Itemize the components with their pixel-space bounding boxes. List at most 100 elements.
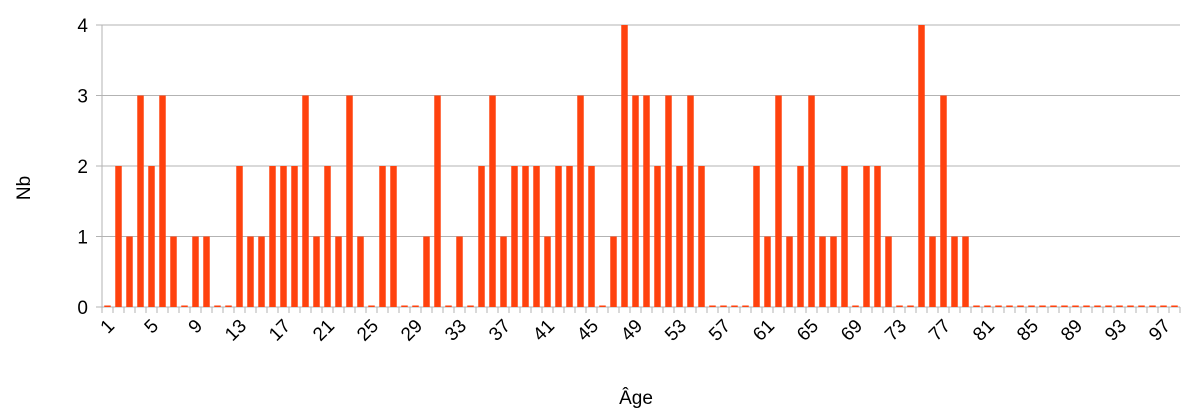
- bar-age-87: [1050, 305, 1057, 307]
- x-tick-label: 25: [353, 316, 383, 346]
- bar-age-32: [445, 305, 452, 307]
- bar-age-11: [214, 305, 221, 307]
- bar-age-60: [753, 166, 760, 307]
- y-tick-label: 2: [77, 157, 88, 178]
- bar-age-76: [929, 236, 936, 307]
- bar-age-63: [786, 236, 793, 307]
- x-tick-label: 41: [529, 316, 559, 346]
- x-tick-label: 17: [265, 316, 295, 346]
- y-tick-label: 0: [77, 298, 88, 319]
- bar-age-62: [775, 95, 782, 307]
- bar-age-70: [863, 166, 870, 307]
- bar-age-64: [797, 166, 804, 307]
- bar-age-30: [423, 236, 430, 307]
- bar-age-39: [522, 166, 529, 307]
- bar-age-88: [1061, 305, 1068, 307]
- bar-age-90: [1083, 305, 1090, 307]
- x-tick-label: 57: [705, 316, 735, 346]
- bar-age-58: [731, 305, 738, 307]
- y-tick-labels: 0 1 2 3 4: [77, 16, 88, 319]
- bar-age-66: [819, 236, 826, 307]
- bar-age-81: [984, 305, 991, 307]
- x-tick-label: 85: [1013, 316, 1043, 346]
- bar-age-65: [808, 95, 815, 307]
- bar-age-42: [555, 166, 562, 307]
- bar-age-19: [302, 95, 309, 307]
- bar-age-46: [599, 305, 606, 307]
- bar-age-12: [225, 305, 232, 307]
- bar-age-83: [1006, 305, 1013, 307]
- y-tick-label: 4: [77, 16, 88, 37]
- bar-age-93: [1116, 305, 1123, 307]
- bar-age-44: [577, 95, 584, 307]
- bar-age-61: [764, 236, 771, 307]
- x-tick-label: 9: [185, 316, 207, 338]
- bar-age-74: [907, 305, 914, 307]
- x-tick-label: 5: [141, 316, 163, 338]
- bar-age-22: [335, 236, 342, 307]
- bar-age-75: [918, 25, 925, 307]
- x-tick-label: 33: [441, 316, 471, 346]
- bar-age-50: [643, 95, 650, 307]
- bar-age-28: [401, 305, 408, 307]
- bar-age-16: [269, 166, 276, 307]
- bar-age-59: [742, 305, 749, 307]
- bar-age-86: [1039, 305, 1046, 307]
- bar-age-49: [632, 95, 639, 307]
- bar-age-98: [1171, 305, 1178, 307]
- bar-age-8: [181, 305, 188, 307]
- bar-age-51: [654, 166, 661, 307]
- bar-age-25: [368, 305, 375, 307]
- bar-age-82: [995, 305, 1002, 307]
- bar-age-33: [456, 236, 463, 307]
- x-tick-label: 97: [1145, 316, 1175, 346]
- bar-age-78: [951, 236, 958, 307]
- bar-age-36: [489, 95, 496, 307]
- bar-age-77: [940, 95, 947, 307]
- bar-age-29: [412, 305, 419, 307]
- bar-age-14: [247, 236, 254, 307]
- bar-age-91: [1094, 305, 1101, 307]
- bar-age-3: [126, 236, 133, 307]
- bar-age-68: [841, 166, 848, 307]
- bar-age-85: [1028, 305, 1035, 307]
- bar-age-55: [698, 166, 705, 307]
- bar-age-72: [885, 236, 892, 307]
- bar-age-13: [236, 166, 243, 307]
- y-tick-label: 3: [77, 87, 88, 108]
- bar-age-41: [544, 236, 551, 307]
- bar-age-53: [676, 166, 683, 307]
- bar-age-4: [137, 95, 144, 307]
- x-tick-label: 93: [1101, 316, 1131, 346]
- bar-age-35: [478, 166, 485, 307]
- bars: [104, 25, 1178, 307]
- bar-age-45: [588, 166, 595, 307]
- x-tick-label: 45: [573, 316, 603, 346]
- bar-age-48: [621, 25, 628, 307]
- bar-age-94: [1127, 305, 1134, 307]
- bar-age-95: [1138, 305, 1145, 307]
- x-axis-title: Âge: [619, 387, 653, 409]
- bar-age-23: [346, 95, 353, 307]
- bar-age-37: [500, 236, 507, 307]
- bar-age-71: [874, 166, 881, 307]
- x-tick-label: 89: [1057, 316, 1087, 346]
- bar-age-15: [258, 236, 265, 307]
- bar-age-96: [1149, 305, 1156, 307]
- y-tick-label: 1: [77, 228, 88, 249]
- bar-age-84: [1017, 305, 1024, 307]
- x-tick-label: 77: [925, 316, 955, 346]
- bar-age-40: [533, 166, 540, 307]
- bar-age-38: [511, 166, 518, 307]
- bar-age-20: [313, 236, 320, 307]
- bar-age-34: [467, 305, 474, 307]
- bar-age-89: [1072, 305, 1079, 307]
- bar-age-2: [115, 166, 122, 307]
- bar-age-52: [665, 95, 672, 307]
- bar-age-7: [170, 236, 177, 307]
- bar-age-73: [896, 305, 903, 307]
- y-axis-title: Nb: [14, 176, 35, 200]
- bar-age-67: [830, 236, 837, 307]
- bar-age-21: [324, 166, 331, 307]
